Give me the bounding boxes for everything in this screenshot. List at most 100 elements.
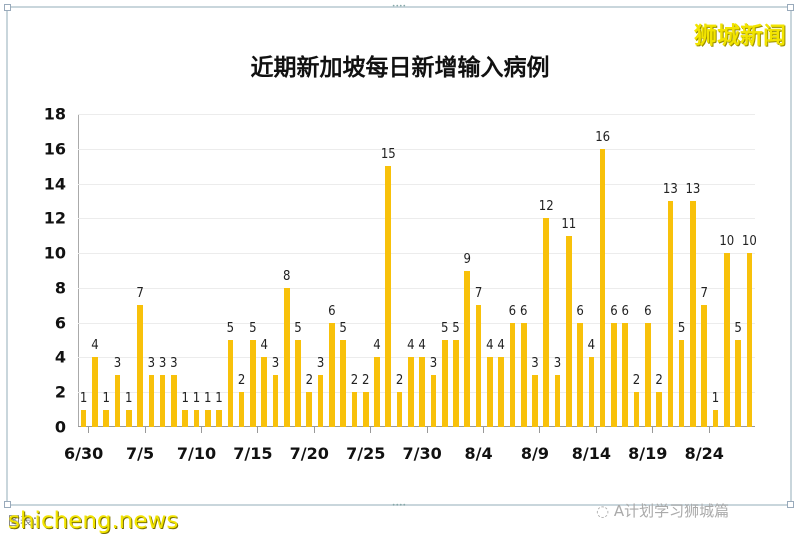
bar-value-label: 2 — [305, 373, 314, 389]
bar-value-label: 6 — [621, 303, 629, 319]
x-tick-label: 7/10 — [176, 444, 217, 463]
bar — [475, 305, 482, 427]
x-tick-label: 8/14 — [571, 444, 612, 463]
bar — [712, 409, 719, 427]
bar — [114, 374, 121, 427]
bar-value-label: 1 — [125, 390, 133, 406]
x-tick-label: 8/4 — [464, 444, 493, 463]
site-watermark: shicheng.news — [8, 508, 179, 534]
bar — [644, 322, 651, 427]
corner-handle[interactable] — [4, 501, 11, 508]
plot-area: 0 2 4 6 8 10 12 14 16 18 1 4 1 3 1 7 3 3 3 1 1 1 1 5 2 5 4 3 8 5 2 3 6 5 2… — [44, 105, 757, 464]
corner-handle[interactable] — [787, 4, 794, 11]
bar — [408, 357, 414, 427]
bar — [577, 322, 583, 427]
corner-handle[interactable] — [787, 501, 794, 508]
resize-handle-bottom[interactable]: •••• — [391, 502, 407, 509]
bar — [746, 253, 753, 427]
bar — [204, 409, 211, 427]
bar — [622, 322, 629, 427]
gridline — [78, 114, 755, 115]
bar — [430, 374, 437, 427]
bar — [487, 357, 493, 427]
bar — [633, 392, 640, 427]
corner-handle[interactable] — [4, 4, 11, 11]
bar — [374, 357, 380, 427]
bar-value-label: 16 — [595, 129, 611, 145]
bar-value-label: 6 — [644, 303, 652, 319]
x-axis — [78, 426, 755, 427]
bar — [261, 357, 267, 427]
resize-handle-top[interactable]: •••• — [391, 3, 407, 10]
bar-value-label: 10 — [741, 234, 757, 250]
bar — [543, 218, 550, 427]
y-tick-label: 8 — [54, 278, 66, 298]
wechat-icon: ◌ — [596, 502, 610, 520]
bar-value-label: 4 — [486, 338, 494, 354]
x-tick — [426, 427, 428, 433]
bar-value-label: 5 — [294, 321, 302, 337]
bar — [238, 392, 245, 427]
gridline — [78, 183, 755, 185]
bar-value-label: 7 — [136, 286, 144, 302]
bar — [306, 392, 313, 427]
bar-value-label: 9 — [463, 251, 471, 267]
bar — [295, 340, 301, 427]
bar — [678, 340, 685, 427]
bar — [171, 374, 177, 427]
bar-value-label: 1 — [79, 390, 88, 406]
bar — [125, 409, 132, 427]
bar-value-label: 6 — [610, 303, 618, 319]
y-tick-label: 6 — [54, 313, 66, 333]
bar — [588, 357, 595, 427]
bar-value-label: 1 — [215, 390, 223, 406]
y-tick-label: 2 — [54, 382, 66, 402]
bar — [396, 392, 403, 427]
bar-value-label: 4 — [418, 338, 426, 354]
x-tick-label: 7/30 — [402, 444, 442, 463]
bar — [735, 340, 741, 427]
bar-value-label: 4 — [260, 338, 268, 354]
bar-value-label: 1 — [711, 390, 720, 406]
x-tick — [200, 427, 202, 433]
bar — [453, 340, 459, 427]
bar-value-label: 5 — [440, 321, 449, 337]
bar-value-label: 3 — [170, 355, 178, 371]
bar — [103, 409, 110, 427]
bar — [419, 357, 425, 427]
bar — [137, 305, 143, 427]
x-tick — [257, 427, 259, 433]
bar — [667, 200, 674, 427]
bar-value-label: 6 — [519, 303, 528, 319]
bar-value-label: 5 — [677, 321, 686, 337]
bar — [182, 409, 188, 427]
bar — [509, 322, 516, 427]
bar-value-label: 2 — [361, 373, 370, 389]
bar-value-label: 15 — [380, 147, 396, 163]
x-tick-label: 7/25 — [346, 444, 386, 463]
bar-value-label: 5 — [226, 321, 235, 337]
source-caption: 图表： — [8, 514, 45, 528]
bar-value-label: 7 — [474, 286, 483, 302]
y-tick-label: 12 — [43, 208, 66, 228]
y-axis — [78, 114, 79, 427]
x-tick-label: 7/20 — [289, 444, 329, 463]
bar-value-label: 3 — [271, 355, 280, 371]
bar-value-label: 3 — [531, 355, 539, 371]
bar — [611, 322, 617, 427]
bar-value-label: 2 — [632, 373, 641, 389]
bar-value-label: 1 — [181, 390, 189, 406]
x-tick — [88, 427, 90, 433]
gridline — [78, 218, 755, 220]
gridline — [78, 253, 755, 255]
bar-value-label: 12 — [538, 199, 554, 215]
bar — [80, 409, 87, 427]
x-tick-label: 6/30 — [64, 444, 104, 463]
bar — [329, 322, 335, 427]
bar — [340, 340, 346, 427]
bar — [599, 148, 606, 427]
x-tick-label: 8/9 — [520, 444, 550, 463]
bar-value-label: 6 — [576, 303, 584, 319]
x-tick — [652, 427, 654, 433]
bar — [554, 374, 561, 427]
